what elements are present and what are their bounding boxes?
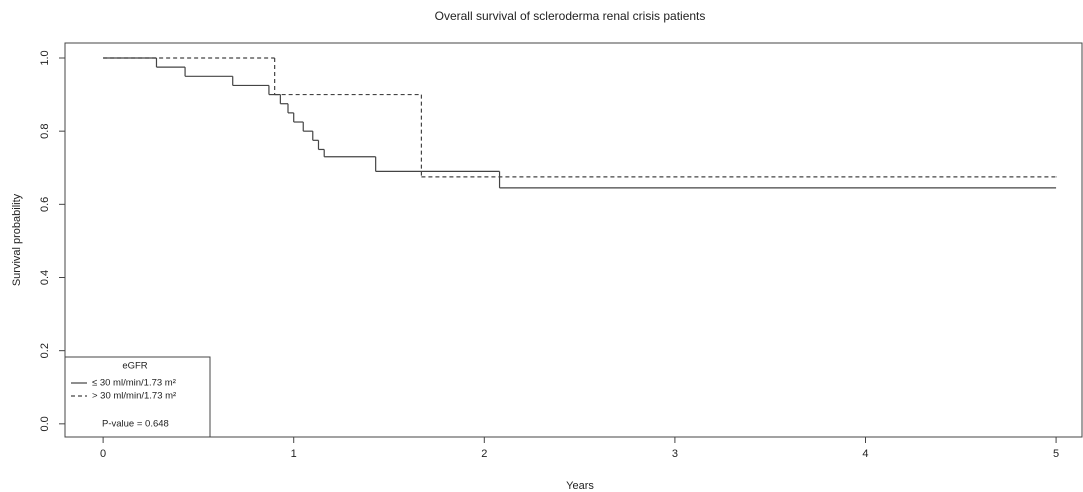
y-tick-label: 1.0 (39, 50, 51, 65)
y-tick-label: 0.4 (39, 270, 51, 285)
x-tick-label: 3 (672, 448, 678, 460)
legend-label: ≤ 30 ml/min/1.73 m² (92, 378, 176, 389)
x-tick-label: 0 (100, 448, 106, 460)
y-tick-label: 0.8 (39, 124, 51, 139)
y-tick-label: 0.0 (39, 416, 51, 431)
legend-box (64, 356, 211, 438)
legend-label: > 30 ml/min/1.73 m² (92, 391, 176, 402)
y-axis-label: Survival probability (11, 193, 23, 286)
x-axis-label: Years (566, 480, 594, 492)
legend-title: eGFR (122, 361, 147, 372)
x-tick-label: 2 (481, 448, 487, 460)
chart-title: Overall survival of scleroderma renal cr… (435, 9, 706, 23)
y-tick-label: 0.6 (39, 197, 51, 212)
plot-frame (64, 42, 1083, 438)
x-tick-label: 4 (862, 448, 868, 460)
y-tick-label: 0.2 (39, 343, 51, 358)
p-value-annotation: P-value = 0.648 (102, 419, 169, 430)
x-tick-label: 5 (1053, 448, 1059, 460)
x-tick-label: 1 (291, 448, 297, 460)
